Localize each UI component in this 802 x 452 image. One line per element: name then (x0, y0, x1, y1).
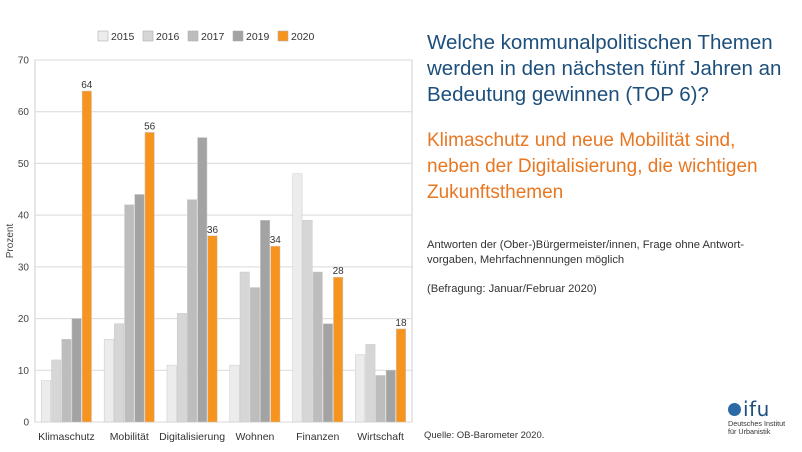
data-label: 56 (144, 121, 156, 132)
bar (323, 323, 333, 423)
logo-word: ifu (743, 397, 770, 421)
data-label: 18 (395, 318, 407, 329)
category-label: Digitalisierung (159, 431, 225, 443)
bar (187, 199, 198, 423)
legend-label: 2015 (111, 31, 135, 43)
y-tick-label: 20 (18, 314, 30, 325)
bar (385, 370, 396, 423)
bar-chart: 0 10 20 30 40 50 60 70 Prozent 64 Klimaschutz 56 Mob… (5, 30, 413, 443)
data-label: 28 (333, 266, 345, 277)
bar (249, 287, 260, 423)
text-panel: Welche kommunalpolitischen Themen werden… (427, 30, 787, 297)
bar (333, 276, 344, 423)
bar (270, 245, 281, 423)
y-tick-label: 50 (18, 159, 30, 170)
logo-line-1: Deutsches Institut (728, 419, 786, 428)
bar (144, 132, 155, 423)
y-tick-label: 10 (18, 366, 30, 377)
bar (355, 354, 366, 423)
category-label: Wohnen (235, 431, 274, 443)
logo-line-2: für Urbanistik (728, 427, 771, 436)
chart-headline: Welche kommunalpolitischen Themen werden… (427, 31, 782, 106)
bar (302, 220, 313, 423)
bar (61, 339, 72, 423)
legend-swatch (142, 30, 154, 42)
bar (197, 137, 208, 423)
bar (114, 323, 124, 423)
bar (41, 380, 51, 423)
legend-swatch (232, 30, 244, 42)
y-tick-label: 0 (23, 418, 29, 429)
y-tick-label: 40 (18, 211, 30, 222)
survey-period: (Befragung: Januar/Februar 2020) (427, 283, 597, 295)
bar (312, 271, 323, 423)
legend-swatch (277, 30, 289, 42)
y-tick-label: 70 (18, 56, 30, 67)
category-label: Klimaschutz (38, 431, 95, 443)
bar (71, 318, 82, 423)
bar (176, 313, 187, 423)
legend-swatch (187, 30, 199, 42)
bar (51, 359, 62, 423)
legend-label: 2016 (156, 31, 180, 43)
bar (375, 375, 386, 423)
bar (396, 328, 406, 423)
bar (292, 173, 303, 423)
legend-label: 2020 (291, 31, 315, 43)
bar (166, 364, 177, 423)
legend-swatch (97, 30, 109, 42)
logo-dot-icon (728, 402, 741, 416)
legend-label: 2017 (201, 31, 225, 43)
bar (365, 344, 376, 423)
bar (103, 339, 114, 423)
bar (81, 90, 92, 423)
bar (207, 235, 218, 423)
category-label: Wirtschaft (357, 431, 404, 443)
data-label: 64 (81, 80, 93, 91)
bar (229, 364, 240, 423)
bar (239, 271, 250, 423)
legend-label: 2019 (246, 31, 270, 43)
bar (260, 220, 271, 423)
y-tick-label: 30 (18, 262, 30, 273)
data-label: 36 (207, 225, 219, 236)
chart-subheadline: Klimaschutz und neue Mobilität sind, neb… (427, 130, 758, 203)
source-note: Quelle: OB-Barometer 2020. (424, 430, 545, 441)
bar (124, 204, 135, 423)
data-label: 34 (270, 235, 282, 246)
category-label: Finanzen (296, 431, 339, 443)
plot-area (34, 59, 413, 423)
bar (134, 194, 145, 423)
survey-note: Antworten der (Ober-)Bürgermeister/innen… (427, 239, 745, 266)
category-label: Mobilität (110, 431, 149, 443)
y-axis-label: Prozent (5, 224, 16, 259)
difu-logo: ifu Deutsches Institut für Urbanistik (728, 398, 798, 436)
y-tick-label: 60 (18, 107, 30, 118)
